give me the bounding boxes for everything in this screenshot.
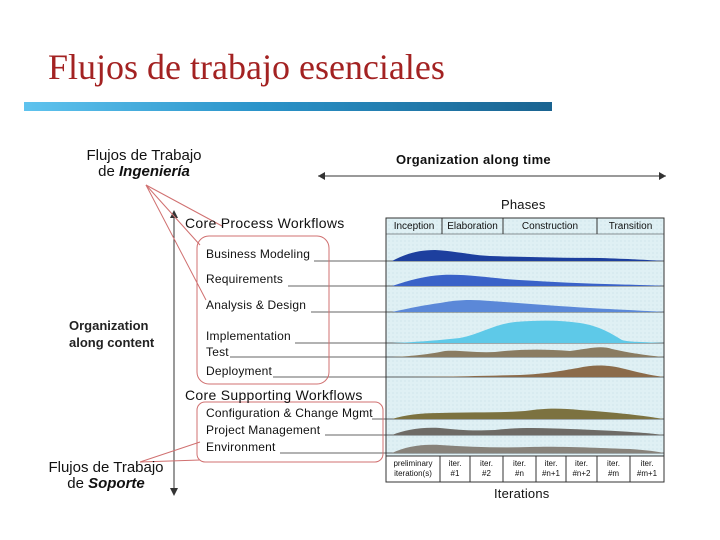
config-change-hump [392, 408, 664, 419]
iteration-line1: iter. [575, 459, 588, 468]
workflow-config-change: Configuration & Change Mgmt [206, 406, 373, 420]
org-time-label: Organization along time [396, 152, 551, 167]
phase-transition: Transition [608, 221, 653, 232]
phases-label: Phases [501, 197, 546, 212]
iteration-line1: iter. [448, 459, 462, 468]
iteration-line2: iteration(s) [394, 469, 432, 478]
support-label-line1: Flujos de Trabajo [48, 459, 164, 476]
workflow-project-management: Project Management [206, 423, 321, 437]
workflow-analysis-design: Analysis & Design [206, 298, 307, 312]
iteration-line2: #m [607, 469, 620, 478]
support-workflows-label: Flujos de Trabajo de Soporte [36, 460, 176, 492]
org-content-line1: Organization [69, 318, 149, 333]
iteration-line1: iter. [607, 459, 620, 468]
iteration-line1: iter. [513, 459, 526, 468]
workflow-deployment: Deployment [206, 364, 273, 378]
iteration-cell: iter. #1 [440, 459, 470, 479]
iteration-line1: iter. [480, 459, 493, 468]
iterations-label: Iterations [494, 486, 550, 501]
title-underline-bar [24, 102, 552, 111]
support-label-prefix: de [67, 475, 84, 492]
iteration-cell: iter. #n+1 [536, 459, 566, 479]
time-axis-arrow [318, 172, 666, 180]
slide-title: Flujos de trabajo esenciales [48, 47, 445, 87]
phase-elaboration: Elaboration [447, 221, 498, 232]
engineering-label-line1: Flujos de Trabajo [86, 147, 202, 164]
org-content-label: Organization along content [69, 317, 154, 351]
iteration-cell: iter. #2 [470, 459, 503, 479]
iteration-line2: #1 [450, 469, 460, 478]
core-supporting-label: Core Supporting Workflows [185, 387, 363, 403]
environment-hump [392, 444, 664, 453]
workflow-implementation: Implementation [206, 329, 291, 343]
engineering-workflows-label: Flujos de Trabajo de Ingeniería [74, 148, 214, 180]
requirements-hump [392, 274, 664, 286]
iteration-cell: iter. #m+1 [630, 459, 664, 479]
iteration-cell: iter. #n [503, 459, 536, 479]
phase-construction: Construction [521, 221, 579, 232]
iteration-cell: iter. #n+2 [566, 459, 597, 479]
iteration-cell: iter. #m [597, 459, 630, 479]
engineering-label-prefix: de [98, 163, 115, 180]
deployment-hump [392, 365, 664, 377]
workflow-test: Test [206, 345, 229, 359]
test-hump [392, 347, 664, 357]
iteration-line2: #n+1 [541, 469, 561, 478]
phase-inception: Inception [393, 221, 435, 232]
iteration-line1: iter. [544, 459, 558, 468]
analysis-design-hump [392, 299, 664, 312]
iteration-line1: iter. [640, 459, 654, 468]
workflow-business-modeling: Business Modeling [206, 247, 311, 261]
iteration-line2: #n+2 [572, 469, 591, 478]
support-callout-box [196, 401, 384, 463]
support-label-line2: de Soporte [36, 476, 176, 492]
iteration-line2: #2 [482, 469, 491, 478]
support-label-em: Soporte [88, 475, 145, 492]
org-content-line2: along content [69, 335, 155, 350]
engineering-label-line2: de Ingeniería [74, 164, 214, 180]
workflow-requirements: Requirements [206, 272, 284, 286]
project-management-hump [392, 427, 664, 435]
engineering-label-em: Ingeniería [119, 163, 190, 180]
iteration-line2: #m+1 [636, 469, 658, 478]
iteration-cell: preliminary iteration(s) [386, 459, 440, 479]
workflow-environment: Environment [206, 440, 276, 454]
iteration-line2: #n [515, 469, 524, 478]
content-axis-arrow [170, 210, 178, 496]
core-process-label: Core Process Workflows [185, 215, 345, 231]
iteration-line1: preliminary [393, 459, 433, 468]
implementation-hump [392, 320, 664, 343]
engineering-callout-box [196, 235, 330, 385]
business-modeling-hump [392, 250, 664, 261]
